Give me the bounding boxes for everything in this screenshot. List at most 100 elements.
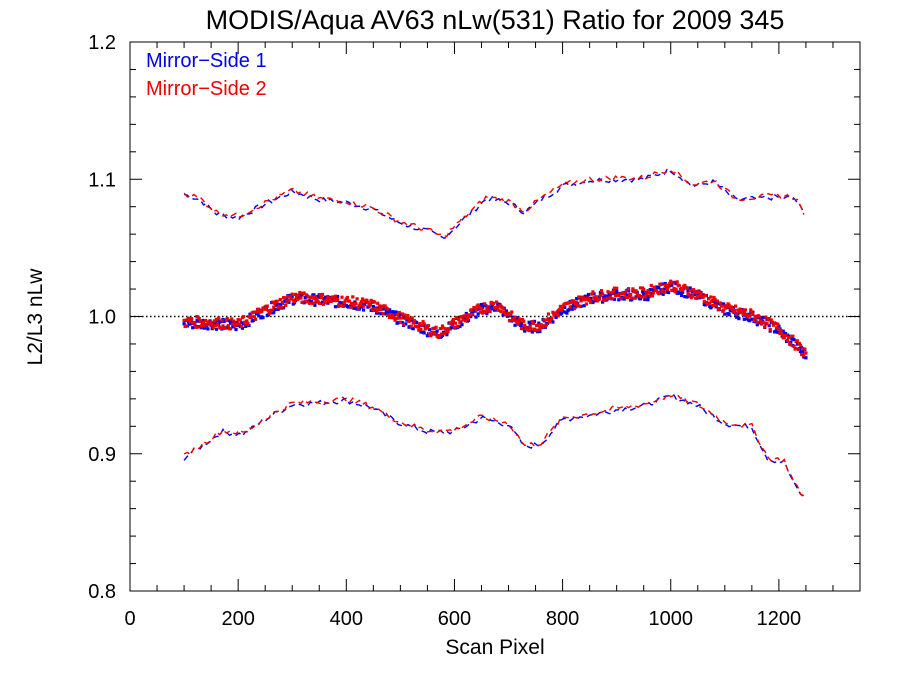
series-2-point <box>495 300 499 304</box>
series-2-point <box>556 314 560 318</box>
series-2-point <box>436 335 440 339</box>
series-2-point <box>715 299 719 303</box>
series-2-point <box>508 318 512 323</box>
series-2-point <box>420 323 424 327</box>
series-2-point <box>703 294 707 298</box>
series-1-point <box>570 307 574 311</box>
series-2-point <box>462 314 466 318</box>
series-2-point <box>425 325 429 330</box>
series-1-point <box>415 320 419 325</box>
series-2-point <box>283 296 287 300</box>
series-1-point <box>781 329 785 333</box>
series-2-point <box>341 304 345 308</box>
series-1-point <box>203 326 207 330</box>
series-1-point <box>196 319 200 323</box>
series-2-point <box>272 305 276 309</box>
series-1-point <box>261 316 265 320</box>
series-2-point <box>685 286 689 290</box>
series-2-point <box>606 290 610 294</box>
series-2-point <box>322 302 326 306</box>
series-2-point <box>474 308 478 312</box>
series-2-point <box>646 289 650 293</box>
series-2-point <box>482 309 486 313</box>
series-2-point <box>555 310 559 314</box>
series-2-point <box>704 300 708 304</box>
series-2-point <box>795 339 799 343</box>
series-2-point <box>318 293 322 297</box>
series-2-point <box>561 305 565 310</box>
series-2-point <box>263 307 267 311</box>
series-1-point <box>513 323 517 327</box>
series-2-point <box>333 294 338 298</box>
series-2-point <box>615 286 619 290</box>
series-2-point <box>737 310 741 314</box>
series-2-point <box>483 302 487 306</box>
series-1-point <box>801 350 805 354</box>
series-1-point <box>551 320 555 324</box>
series-2-point <box>390 316 394 320</box>
series-2-point <box>279 305 283 309</box>
series-2-point <box>659 283 663 287</box>
series-2-point <box>320 292 325 296</box>
series-2-point <box>631 287 635 291</box>
series-2-point <box>738 307 742 311</box>
series-2-point <box>430 330 434 335</box>
series-2-point <box>352 304 356 308</box>
series-2-point <box>767 317 771 321</box>
series-1-point <box>795 342 799 346</box>
series-2-point <box>609 291 613 295</box>
series-2-point <box>638 286 643 290</box>
series-2-point <box>331 295 335 299</box>
legend-mirror-side-1: Mirror−Side 1 <box>146 50 267 72</box>
series-2-point <box>377 307 381 311</box>
series-2-point <box>537 328 541 332</box>
series-2-point <box>205 322 209 327</box>
series-2-point <box>571 299 575 303</box>
series-2-point <box>375 309 379 313</box>
series-1-point <box>479 302 484 307</box>
series-2-point <box>440 324 445 328</box>
series-1-point <box>435 329 439 333</box>
series-2-point <box>294 295 299 299</box>
series-1-point <box>674 282 678 286</box>
series-2-point <box>223 326 227 330</box>
series-2-point <box>186 316 190 320</box>
series-2-point <box>649 283 653 288</box>
series-2-point <box>760 322 764 326</box>
series-1-point <box>462 316 466 320</box>
y-tick-label: 0.8 <box>88 581 116 603</box>
series-2-point <box>768 328 772 332</box>
series-2-point <box>698 290 702 294</box>
series-1-point <box>713 300 717 305</box>
series-1-point <box>333 305 338 309</box>
series-1-point <box>213 321 217 325</box>
series-1-point <box>393 312 397 317</box>
series-2-point <box>793 347 797 351</box>
series-1-point <box>283 299 287 303</box>
series-2-point <box>729 305 733 309</box>
series-2-point <box>485 307 489 311</box>
series-1-point <box>353 300 357 304</box>
series-1-point <box>643 297 647 302</box>
series-2-point <box>496 305 500 309</box>
series-1-point <box>322 296 326 300</box>
series-2-point <box>439 332 444 336</box>
series-2-point <box>594 295 598 299</box>
series-1-point <box>777 324 781 328</box>
series-2-point <box>551 310 555 314</box>
series-1-point <box>567 307 571 312</box>
legend-mirror-side-2: Mirror−Side 2 <box>146 78 267 100</box>
series-2-point <box>642 287 646 291</box>
series-2-point <box>245 319 249 323</box>
series-2-point <box>182 318 186 322</box>
series-2-point <box>527 329 531 333</box>
series-1-point <box>313 303 317 307</box>
series-2-point <box>501 306 505 310</box>
series-2-point <box>296 297 300 301</box>
series-2-point <box>419 327 423 332</box>
series-1-point <box>783 332 787 336</box>
series-2-point <box>464 313 468 317</box>
series-2-point <box>751 312 755 316</box>
series-1-point <box>680 293 684 298</box>
series-2-point <box>405 316 409 320</box>
